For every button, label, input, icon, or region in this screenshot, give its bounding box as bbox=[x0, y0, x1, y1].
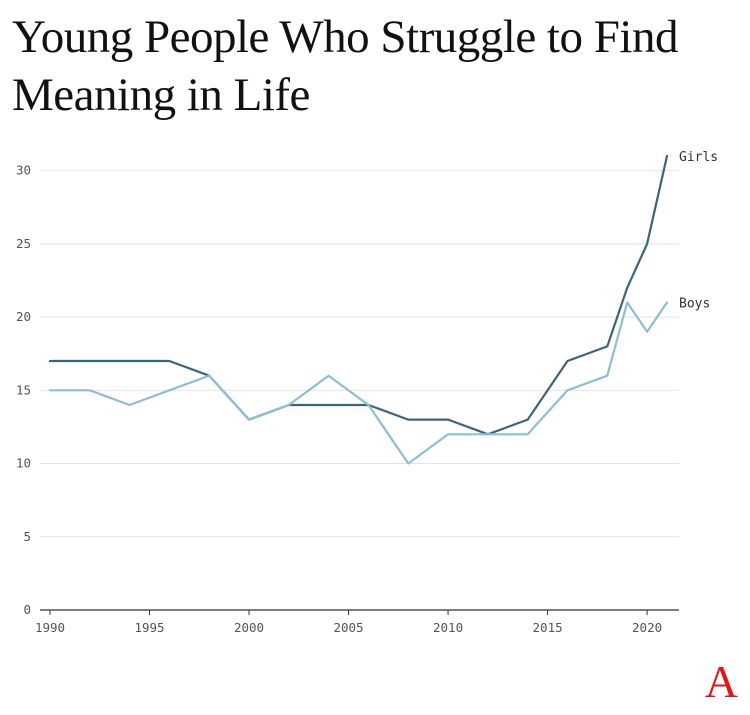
x-tick-label: 1995 bbox=[134, 620, 164, 635]
y-tick-label: 25 bbox=[16, 236, 31, 251]
series-label-boys: Boys bbox=[679, 296, 710, 311]
y-tick-label: 30 bbox=[16, 163, 31, 178]
y-tick-label: 15 bbox=[16, 382, 31, 397]
series-line-girls bbox=[48, 154, 669, 436]
x-tick-label: 1990 bbox=[35, 620, 65, 635]
chart-title: Young People Who Struggle to Find Meanin… bbox=[12, 11, 678, 121]
series-label-girls: Girls bbox=[679, 150, 718, 165]
x-tick-label: 2015 bbox=[533, 620, 563, 635]
y-tick-label: 5 bbox=[23, 529, 31, 544]
x-tick-label: 2005 bbox=[333, 620, 363, 635]
x-tick-label: 2000 bbox=[234, 620, 264, 635]
y-tick-label: 0 bbox=[23, 602, 31, 617]
x-tick-label: 2010 bbox=[433, 620, 463, 635]
brand-logo: A bbox=[704, 656, 738, 707]
y-tick-label: 20 bbox=[16, 309, 31, 324]
series-line-boys bbox=[48, 301, 669, 465]
x-tick-label: 2020 bbox=[632, 620, 662, 635]
y-tick-label: 10 bbox=[16, 456, 31, 471]
